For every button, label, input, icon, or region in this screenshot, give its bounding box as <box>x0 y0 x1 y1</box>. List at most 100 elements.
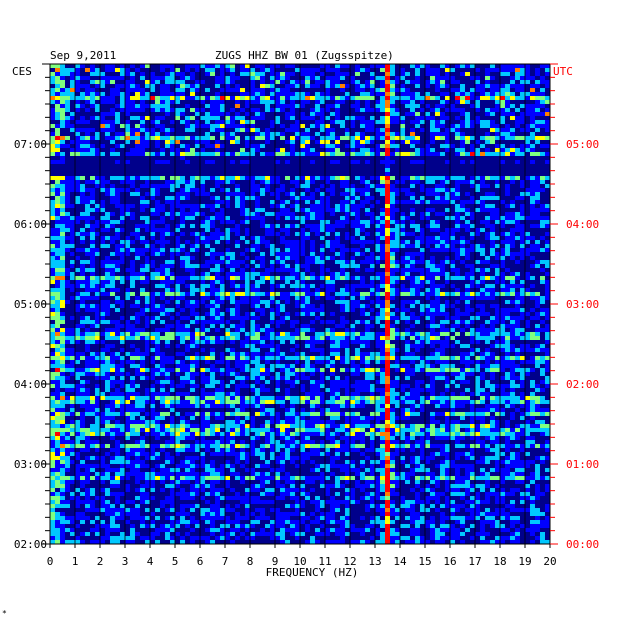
spectrogram-cell <box>415 120 420 124</box>
spectrogram-cell <box>285 248 290 252</box>
spectrogram-cell <box>105 368 110 372</box>
spectrogram-cell <box>155 140 160 144</box>
spectrogram-cell <box>400 268 405 272</box>
spectrogram-cell <box>545 152 550 156</box>
spectrogram-cell <box>65 224 70 228</box>
spectrogram-cell <box>105 388 110 392</box>
spectrogram-cell <box>195 276 200 280</box>
spectrogram-cell <box>80 232 85 236</box>
spectrogram-cell <box>465 224 470 228</box>
spectrogram-cell <box>230 252 235 256</box>
spectrogram-cell <box>290 92 295 96</box>
spectrogram-cell <box>480 152 485 156</box>
spectrogram-cell <box>535 128 540 132</box>
spectrogram-cell <box>140 76 145 80</box>
spectrogram-cell <box>380 100 385 104</box>
spectrogram-cell <box>95 356 100 360</box>
spectrogram-cell <box>170 216 175 220</box>
spectrogram-cell <box>375 256 380 260</box>
spectrogram-cell <box>225 260 230 264</box>
spectrogram-cell <box>475 304 480 308</box>
spectrogram-cell <box>235 244 240 248</box>
spectrogram-cell <box>255 100 260 104</box>
spectrogram-cell <box>440 236 445 240</box>
spectrogram-cell <box>400 116 405 120</box>
spectrogram-cell <box>405 268 410 272</box>
spectrogram-cell <box>435 268 440 272</box>
spectrogram-cell <box>525 188 530 192</box>
spectrogram-cell <box>505 104 510 108</box>
spectrogram-cell <box>285 368 290 372</box>
spectrogram-cell <box>80 148 85 152</box>
spectrogram-cell <box>240 340 245 344</box>
spectrogram-cell <box>250 180 255 184</box>
spectrogram-cell <box>495 236 500 240</box>
spectrogram-cell <box>100 376 105 380</box>
spectrogram-cell <box>220 80 225 84</box>
spectrogram-cell <box>310 240 315 244</box>
spectrogram-cell <box>525 324 530 328</box>
spectrogram-cell <box>335 340 340 344</box>
spectrogram-cell <box>275 248 280 252</box>
spectrogram-cell <box>245 312 250 316</box>
spectrogram-cell <box>195 152 200 156</box>
spectrogram-cell <box>385 340 390 344</box>
spectrogram-cell <box>385 200 390 204</box>
spectrogram-cell <box>175 204 180 208</box>
spectrogram-cell <box>315 188 320 192</box>
spectrogram-cell <box>65 384 70 388</box>
spectrogram-cell <box>345 180 350 184</box>
spectrogram-cell <box>535 188 540 192</box>
spectrogram-cell <box>185 284 190 288</box>
spectrogram-cell <box>335 112 340 116</box>
spectrogram-cell <box>115 324 120 328</box>
spectrogram-cell <box>105 328 110 332</box>
spectrogram-cell <box>120 92 125 96</box>
spectrogram-cell <box>125 72 130 76</box>
spectrogram-cell <box>385 272 390 276</box>
spectrogram-cell <box>395 280 400 284</box>
spectrogram-cell <box>405 112 410 116</box>
spectrogram-cell <box>305 288 310 292</box>
spectrogram-cell <box>55 232 60 236</box>
spectrogram-cell <box>395 356 400 360</box>
spectrogram-cell <box>270 252 275 256</box>
spectrogram-cell <box>235 260 240 264</box>
spectrogram-cell <box>430 248 435 252</box>
spectrogram-cell <box>275 76 280 80</box>
spectrogram-cell <box>420 252 425 256</box>
spectrogram-cell <box>540 208 545 212</box>
spectrogram-cell <box>320 192 325 196</box>
spectrogram-cell <box>145 152 150 156</box>
spectrogram-cell <box>520 228 525 232</box>
spectrogram-cell <box>105 300 110 304</box>
spectrogram-cell <box>95 312 100 316</box>
spectrogram-cell <box>70 288 75 292</box>
spectrogram-cell <box>205 292 210 296</box>
spectrogram-cell <box>65 68 70 72</box>
spectrogram-cell <box>50 372 55 376</box>
spectrogram-cell <box>210 236 215 240</box>
spectrogram-cell <box>325 136 330 140</box>
spectrogram-cell <box>100 300 105 304</box>
spectrogram-cell <box>110 76 115 80</box>
spectrogram-cell <box>385 76 390 80</box>
spectrogram-cell <box>150 356 155 360</box>
spectrogram-cell <box>255 372 260 376</box>
spectrogram-cell <box>535 264 540 268</box>
spectrogram-cell <box>305 148 310 152</box>
spectrogram-cell <box>435 176 440 180</box>
spectrogram-cell <box>435 132 440 136</box>
spectrogram-cell <box>470 360 475 364</box>
spectrogram-cell <box>495 144 500 148</box>
spectrogram-cell <box>60 348 65 352</box>
spectrogram-cell <box>130 132 135 136</box>
spectrogram-cell <box>105 76 110 80</box>
spectrogram-cell <box>530 296 535 300</box>
spectrogram-cell <box>505 336 510 340</box>
spectrogram-cell <box>300 100 305 104</box>
spectrogram-cell <box>490 352 495 356</box>
spectrogram-cell <box>260 188 265 192</box>
spectrogram-cell <box>330 76 335 80</box>
spectrogram-cell <box>500 272 505 276</box>
